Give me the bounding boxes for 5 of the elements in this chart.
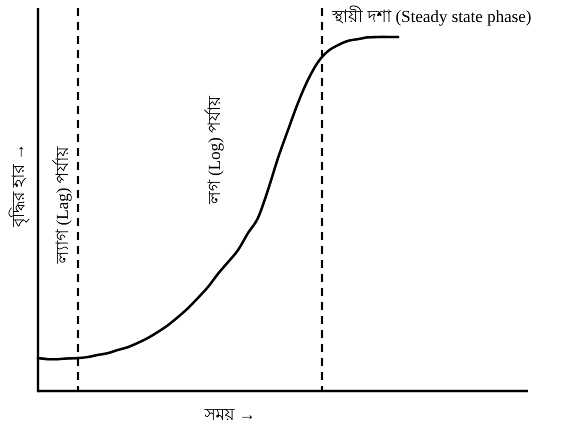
annotation: স্থায়ী দশা (Steady state phase) <box>332 7 532 26</box>
ylabel: বৃদ্ধির হার → <box>9 143 28 227</box>
annotation: লগ (Log) পর্যায় <box>205 96 224 204</box>
annotation: ল্যাগ (Lag) পর্যায় <box>53 146 72 264</box>
xlabel: সময় → <box>204 405 256 424</box>
